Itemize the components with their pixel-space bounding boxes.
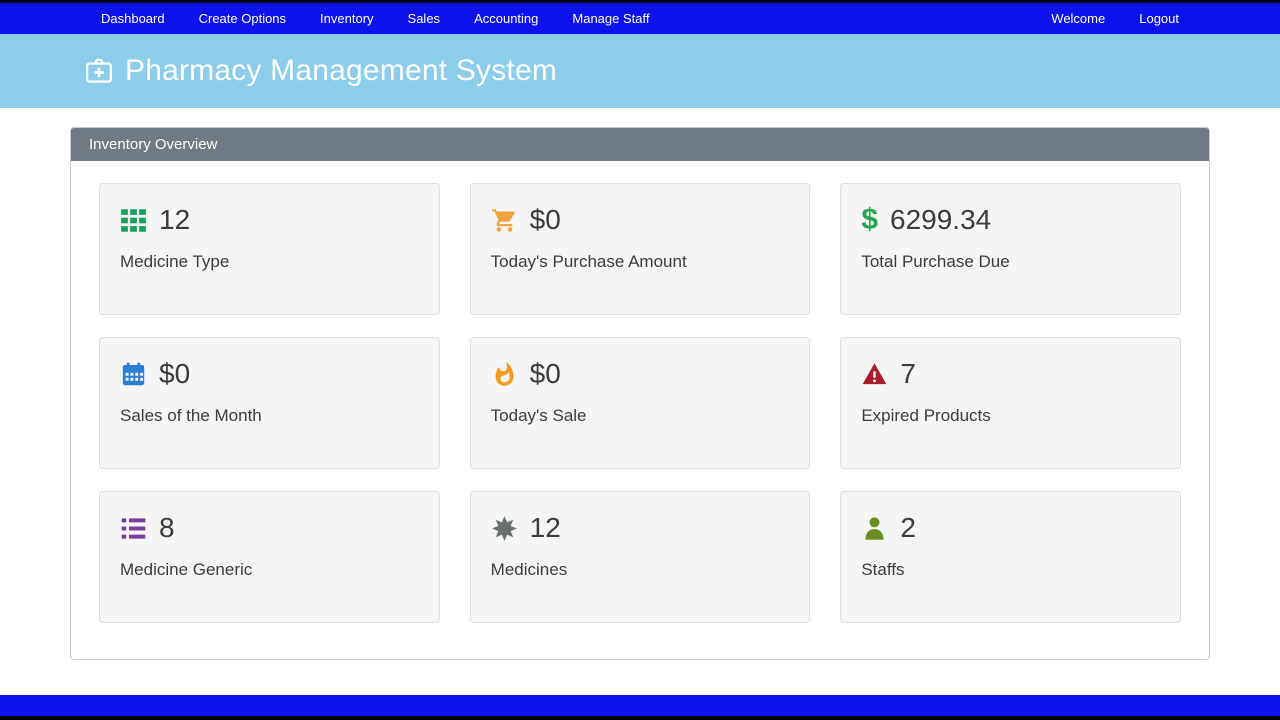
stat-card-medicines: 12 Medicines: [469, 491, 811, 623]
nav-inventory[interactable]: Inventory: [320, 11, 374, 26]
stat-label: Medicines: [490, 560, 568, 579]
app-header: Pharmacy Management System: [0, 34, 1280, 108]
content-area: Inventory Overview 12 Medicine Type: [0, 108, 1280, 695]
person-icon: [861, 515, 888, 542]
top-letterbox: [0, 0, 1280, 3]
stat-card-medicine-type: 12 Medicine Type: [99, 183, 440, 315]
stat-label: Medicine Generic: [120, 560, 253, 579]
nav-create-options[interactable]: Create Options: [198, 11, 287, 26]
stat-label: Medicine Type: [120, 252, 230, 271]
stat-card-expired-products: 7 Expired Products: [840, 337, 1181, 469]
inventory-overview-panel: Inventory Overview 12 Medicine Type: [70, 127, 1210, 660]
stat-label: Expired Products: [861, 406, 991, 425]
app-title: Pharmacy Management System: [125, 54, 558, 87]
top-navbar: Dashboard Create Options Inventory Sales…: [0, 3, 1280, 34]
nav-left-group: Dashboard Create Options Inventory Sales…: [84, 11, 666, 26]
footer-bar: [0, 695, 1280, 716]
stat-value: 12: [529, 512, 561, 543]
dollar-icon: $: [861, 203, 879, 236]
stat-value: 12: [159, 204, 191, 235]
nav-manage-staff[interactable]: Manage Staff: [572, 11, 650, 26]
fire-icon: [491, 361, 518, 388]
nav-welcome[interactable]: Welcome: [1051, 11, 1106, 26]
stat-value: 7: [900, 358, 916, 389]
stat-card-total-purchase-due: $ 6299.34 Total Purchase Due: [840, 183, 1181, 315]
stat-value: 6299.34: [890, 204, 992, 235]
nav-right-group: Welcome Logout: [1034, 11, 1196, 26]
stat-label: Today's Sale: [490, 406, 587, 425]
calendar-icon: [120, 361, 147, 388]
list-icon: [120, 515, 147, 542]
stat-card-staffs: 2 Staffs: [840, 491, 1181, 623]
burst-icon: [491, 515, 518, 542]
medical-kit-icon: [84, 56, 114, 86]
nav-dashboard[interactable]: Dashboard: [101, 11, 165, 26]
cart-icon: [491, 207, 518, 234]
stat-card-todays-purchase: $0 Today's Purchase Amount: [469, 183, 811, 315]
stat-card-todays-sale: $0 Today's Sale: [469, 337, 811, 469]
stat-card-sales-of-month: $0 Sales of the Month: [99, 337, 440, 469]
bottom-letterbox: [0, 716, 1280, 720]
stat-value: $0: [529, 204, 561, 235]
stat-label: Sales of the Month: [120, 406, 262, 425]
stat-label: Total Purchase Due: [861, 252, 1010, 271]
grid-icon: [120, 207, 147, 234]
warning-icon: [861, 361, 888, 388]
stat-label: Today's Purchase Amount: [490, 252, 687, 271]
stat-value: 8: [159, 512, 175, 543]
nav-accounting[interactable]: Accounting: [474, 11, 539, 26]
stat-value: $0: [159, 358, 191, 389]
nav-sales[interactable]: Sales: [407, 11, 441, 26]
stat-value: $0: [529, 358, 561, 389]
panel-header: Inventory Overview: [71, 128, 1209, 161]
nav-logout[interactable]: Logout: [1139, 11, 1179, 26]
stat-value: 2: [900, 512, 916, 543]
stat-label: Staffs: [861, 560, 905, 579]
stats-grid: 12 Medicine Type $0 Today's Purchase Amo…: [71, 161, 1209, 659]
stat-card-medicine-generic: 8 Medicine Generic: [99, 491, 440, 623]
